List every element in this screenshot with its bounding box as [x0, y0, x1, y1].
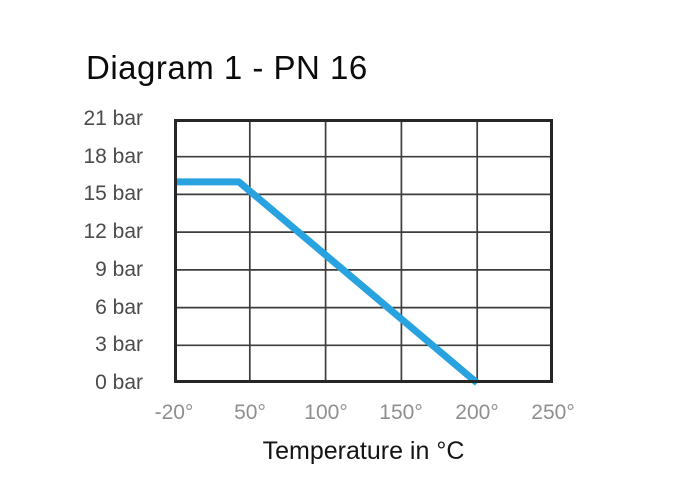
pressure-temperature-line: [174, 178, 480, 386]
y-tick-label: 6 bar: [95, 296, 143, 319]
x-tick-label: 100°: [304, 401, 348, 424]
chart-title: Diagram 1 - PN 16: [86, 49, 368, 86]
x-tick-label: 200°: [455, 401, 499, 424]
plot-background: [174, 119, 553, 383]
x-tick-label: 150°: [379, 401, 423, 424]
plot-area: [174, 119, 553, 386]
y-tick-label: 9 bar: [95, 258, 143, 281]
x-tick-label: 250°: [531, 401, 575, 424]
y-tick-label: 0 bar: [95, 371, 143, 394]
y-tick-label: 3 bar: [95, 333, 143, 356]
y-tick-label: 15 bar: [83, 182, 143, 205]
plot-border: [174, 119, 553, 383]
x-tick-label: 50°: [234, 401, 266, 424]
y-tick-label: 21 bar: [83, 107, 143, 130]
y-tick-label: 12 bar: [83, 220, 143, 243]
y-tick-label: 18 bar: [83, 145, 143, 168]
x-tick-label: -20°: [154, 401, 194, 424]
x-axis-title: Temperature in °C: [262, 437, 465, 465]
